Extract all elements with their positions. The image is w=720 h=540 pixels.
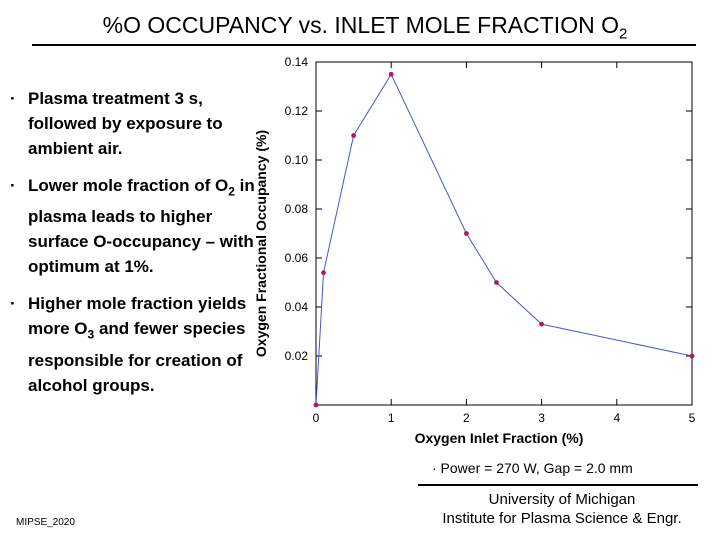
data-point (321, 270, 326, 276)
bullet-dot: · (10, 89, 16, 108)
data-point (313, 402, 319, 408)
y-tick-label: 0.08 (285, 202, 309, 216)
plot-frame (315, 61, 693, 406)
y-axis-label: Oxygen Fractional Occupancy (%) (253, 130, 269, 357)
affiliation-line-1: University of Michigan (488, 491, 636, 508)
y-tick-label: 0.06 (285, 251, 309, 265)
bullet-item: · Plasma treatment 3 s, followed by expos… (8, 86, 256, 161)
bullet-text: Plasma treatment 3 s, followed by exposu… (28, 89, 223, 158)
x-tick-label: 5 (689, 411, 696, 425)
bullet-dot: · (10, 294, 16, 314)
affiliation: University of Michigan Institute for Pla… (412, 490, 712, 528)
bullet-item: · Lower mole fraction of O2 in plasma lea… (8, 173, 256, 279)
conditions-note: · Power = 270 W, Gap = 2.0 mm (432, 460, 633, 476)
x-axis-label: Oxygen Inlet Fraction (%) (415, 430, 584, 446)
footer-code: MIPSE_2020 (16, 517, 75, 528)
x-tick-label: 1 (388, 411, 395, 425)
bullet-subscript: 3 (87, 327, 95, 342)
title-underline (32, 44, 696, 46)
series-line (315, 73, 693, 406)
data-point (351, 133, 356, 138)
bullet-text: in plasma leads to higher surface O-occu… (28, 176, 255, 277)
title-text: %O OCCUPANCY vs. INLET MOLE FRACTION O (102, 12, 619, 38)
y-tick-label: 0.10 (285, 153, 309, 167)
slide-title: %O OCCUPANCY vs. INLET MOLE FRACTION O2 (30, 12, 700, 43)
y-tick-label: 0.02 (285, 349, 309, 363)
y-tick-label: 0.12 (285, 104, 309, 118)
data-point (494, 280, 499, 285)
data-point (539, 321, 544, 327)
bullet-dot: · (10, 176, 16, 195)
x-tick-label: 0 (313, 411, 320, 425)
bullet-item: · Higher mole fraction yields more O3 and… (8, 291, 256, 397)
data-point (464, 231, 469, 236)
bullet-text: Lower mole fraction of O (28, 176, 229, 195)
x-tick-label: 2 (463, 411, 470, 425)
x-tick-label: 4 (613, 411, 620, 425)
y-tick-label: 0.14 (285, 55, 309, 69)
data-point (689, 353, 695, 359)
bullet-text: Higher mole fraction yields more O (28, 294, 247, 339)
bullet-list: · Plasma treatment 3 s, followed by expos… (8, 86, 256, 410)
title-subscript: 2 (618, 25, 628, 43)
y-tick-label: 0.04 (285, 300, 309, 314)
data-point (388, 71, 394, 77)
x-tick-label: 3 (538, 411, 545, 425)
affiliation-line-2: Institute for Plasma Science & Engr. (442, 510, 682, 527)
footer-rule (418, 484, 698, 486)
bullet-subscript: 2 (228, 184, 235, 199)
bullet-text: and fewer species responsible for creati… (28, 319, 246, 395)
